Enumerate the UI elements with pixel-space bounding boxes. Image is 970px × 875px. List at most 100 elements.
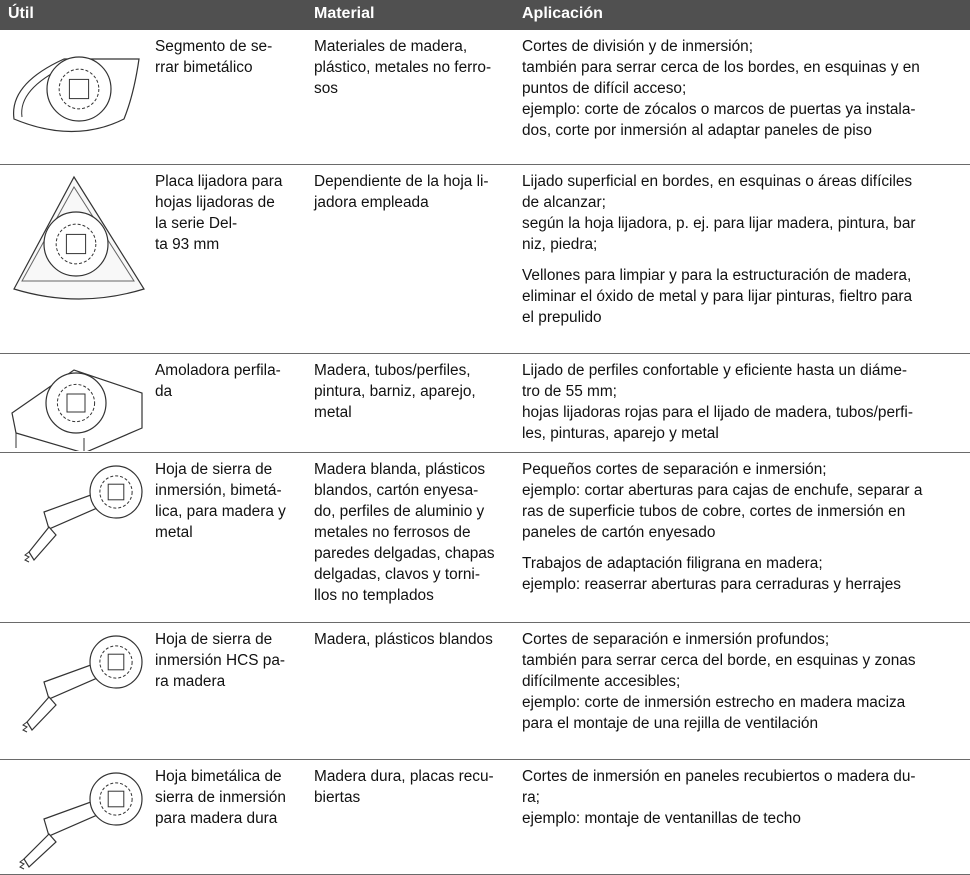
text-line: ras de superficie tubos de cobre, cortes… [522,503,906,520]
text-line: biertas [314,789,361,806]
text-line: ra; [522,789,540,806]
table-row: Hoja de sierra de inmersión, bimetá-lica,… [0,453,970,623]
text-line: do, perfiles de aluminio y [314,503,485,520]
text-line: Madera, plásticos blandos [314,631,493,648]
text-line: sos [314,80,338,97]
text-line: Hoja bimetálica de [155,768,282,785]
text-line: Dependiente de la hoja li- [314,173,489,190]
paragraph: Cortes de división y de inmersión; tambié… [522,36,970,141]
text-line: para madera dura [155,810,278,827]
text-line: Lijado superficial en bordes, en esquina… [522,173,913,190]
tool-image [24,465,143,563]
text-line: ta 93 mm [155,236,220,253]
text-line: la serie Del- [155,215,238,232]
text-line: sierra de inmersión [155,789,286,806]
text-line: da [155,383,173,400]
tool-image [22,635,143,733]
text-line: tro de 55 mm; [522,383,617,400]
text-line: ejemplo: montaje de ventanillas de techo [522,810,801,827]
paragraph: Lijado de perfiles confortable y eficien… [522,360,970,444]
text-line: puntos de difícil acceso; [522,80,687,97]
text-line: también para serrar cerca del borde, en … [522,652,916,669]
table-row: Amoladora perfila-da Madera, tubos/perfil… [0,354,970,453]
text-line: ejemplo: corte de zócalos o marcos de pu… [522,101,916,118]
header-cell: Aplicación [522,5,603,22]
paragraph: Pequeños cortes de separación e inmersió… [522,459,970,543]
text-line: Amoladora perfila- [155,362,281,379]
text-line: pintura, barniz, aparejo, [314,383,476,400]
text-line: lica, para madera y [155,503,286,520]
application: Lijado superficial en bordes, en esquina… [522,171,970,328]
tool-name: Hoja de sierra de inmersión, bimetá-lica,… [155,459,305,543]
text-line: Segmento de se- [155,38,273,55]
tool-image [13,175,145,300]
text-line: metal [314,404,352,421]
paragraph: Cortes de separación e inmersión profund… [522,629,970,734]
text-line: hojas lijadoras rojas para el lijado de … [522,404,913,421]
text-line: jadora empleada [314,194,429,211]
header-cell: Material [314,5,375,22]
application: Pequeños cortes de separación e inmersió… [522,459,970,595]
material: Dependiente de la hoja li-jadora emplead… [314,171,514,213]
material: Madera blanda, plásticos blandos, cartón … [314,459,514,606]
table-row: Placa lijadora para hojas lijadoras de la … [0,165,970,354]
table-row: Hoja bimetálica de sierra de inmersión par… [0,760,970,875]
text-line: Materiales de madera, [314,38,468,55]
application: Cortes de división y de inmersión; tambié… [522,36,970,141]
text-line: Cortes de inmersión en paneles recubiert… [522,768,916,785]
text-line: para el montaje de una rejilla de ventil… [522,715,819,732]
text-line: delgadas, clavos y torni- [314,566,480,583]
text-line: Madera blanda, plásticos [314,461,486,478]
material: Madera, tubos/perfiles, pintura, barniz, … [314,360,514,423]
table-header: Útil Material Aplicación [0,0,970,30]
tool-name: Placa lijadora para hojas lijadoras de la … [155,171,305,255]
text-line: Trabajos de adaptación filigrana en made… [522,555,823,572]
text-line: plástico, metales no ferro- [314,59,492,76]
text-line: Cortes de separación e inmersión profund… [522,631,830,648]
text-line: hojas lijadoras de [155,194,275,211]
text-line: Hoja de sierra de [155,631,273,648]
tool-name: Hoja bimetálica de sierra de inmersión par… [155,766,305,829]
paragraph: Lijado superficial en bordes, en esquina… [522,171,970,255]
text-line: también para serrar cerca de los bordes,… [522,59,920,76]
tool-image [19,772,143,870]
tool-image [13,56,140,132]
table-row: Hoja de sierra de inmersión HCS pa-ra mad… [0,623,970,760]
tool-name: Hoja de sierra de inmersión HCS pa-ra mad… [155,629,305,692]
material: Materiales de madera, plástico, metales n… [314,36,514,99]
tool-image [11,369,143,451]
text-line: Pequeños cortes de separación e inmersió… [522,461,827,478]
text-line: eliminar el óxido de metal y para lijar … [522,288,913,305]
text-line: les, pinturas, aparejo y metal [522,425,719,442]
text-line: dos, corte por inmersión al adaptar pane… [522,122,872,139]
tool-name: Amoladora perfila-da [155,360,305,402]
header-cell: Útil [8,5,34,22]
application: Cortes de inmersión en paneles recubiert… [522,766,970,829]
text-line: llos no templados [314,587,434,604]
material: Madera dura, placas recu-biertas [314,766,514,808]
text-line: de alcanzar; [522,194,606,211]
text-line: difícilmente accesibles; [522,673,681,690]
text-line: metales no ferrosos de [314,524,471,541]
application: Cortes de separación e inmersión profund… [522,629,970,734]
paragraph: Vellones para limpiar y para la estructu… [522,265,970,328]
text-line: Vellones para limpiar y para la estructu… [522,267,912,284]
table-row: Segmento de se-rrar bimetálico Materiales… [0,30,970,165]
text-line: ejemplo: reaserrar aberturas para cerrad… [522,576,901,593]
text-line: paneles de cartón enyesado [522,524,716,541]
text-line: Madera dura, placas recu- [314,768,494,785]
paragraph: Trabajos de adaptación filigrana en made… [522,553,970,595]
text-line: ejemplo: corte de inmersión estrecho en … [522,694,906,711]
text-line: Madera, tubos/perfiles, [314,362,471,379]
text-line: paredes delgadas, chapas [314,545,495,562]
text-line: Hoja de sierra de [155,461,273,478]
text-line: el prepulido [522,309,602,326]
text-line: inmersión, bimetá- [155,482,282,499]
text-line: rrar bimetálico [155,59,253,76]
paragraph: Cortes de inmersión en paneles recubiert… [522,766,970,829]
text-line: Placa lijadora para [155,173,283,190]
text-line: niz, piedra; [522,236,598,253]
text-line: Cortes de división y de inmersión; [522,38,753,55]
text-line: ejemplo: cortar aberturas para cajas de … [522,482,923,499]
